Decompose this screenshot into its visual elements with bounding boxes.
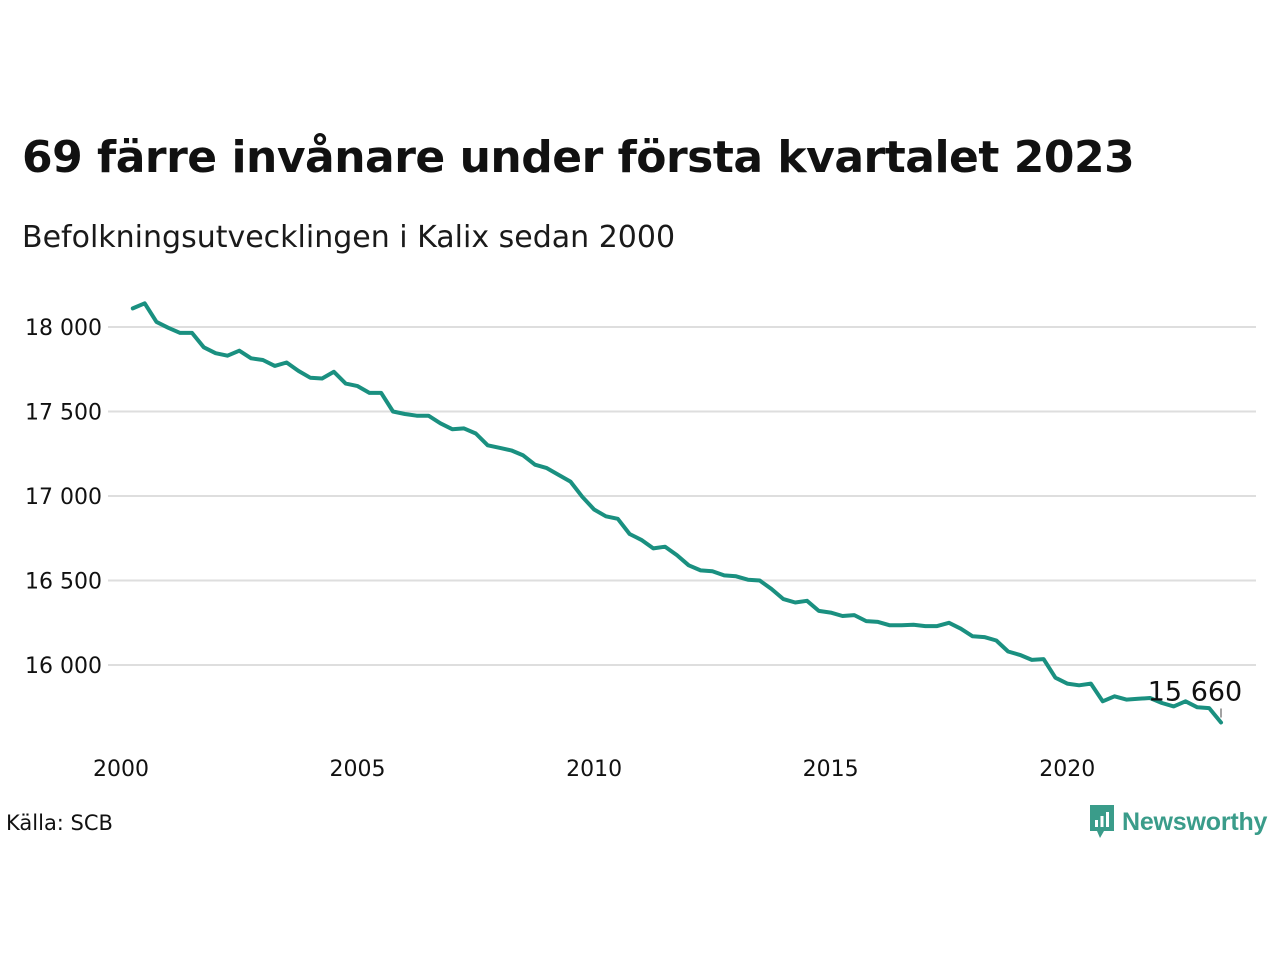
chart-subtitle: Befolkningsutvecklingen i Kalix sedan 20… [22, 220, 676, 255]
population-series-line [130, 301, 1223, 725]
x-tick-label: 2020 [1039, 757, 1095, 782]
y-tick-label: 17 000 [25, 485, 102, 510]
x-tick-label: 2000 [93, 757, 149, 782]
y-tick-label: 16 500 [25, 570, 102, 595]
newsworthy-logo-icon [1090, 805, 1114, 838]
y-axis-labels: 18 000 17 500 17 000 16 500 16 000 [25, 316, 102, 679]
y-tick-label: 17 500 [25, 401, 102, 426]
x-tick-label: 2005 [330, 757, 386, 782]
grid-lines [108, 326, 1256, 666]
brand-name: Newsworthy [1122, 807, 1268, 836]
y-tick-label: 18 000 [25, 316, 102, 341]
x-axis-labels: 2000 2005 2010 2015 2020 [93, 757, 1095, 782]
newsworthy-brand[interactable]: Newsworthy [1088, 804, 1267, 840]
end-value-label: 15 660 [1148, 676, 1242, 707]
y-tick-label: 16 000 [25, 654, 102, 679]
x-tick-label: 2010 [566, 757, 622, 782]
x-tick-label: 2015 [803, 757, 859, 782]
chart-title: 69 färre invånare under första kvartalet… [22, 132, 1135, 183]
source-note: Källa: SCB [6, 811, 113, 835]
